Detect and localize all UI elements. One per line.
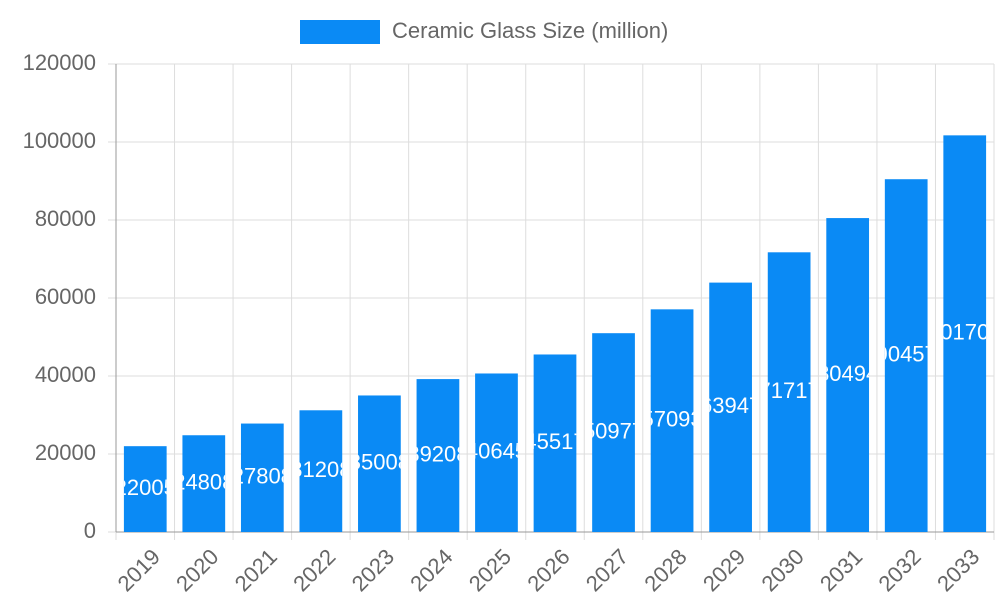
x-tick-label: 2028 bbox=[639, 544, 691, 596]
x-tick-label: 2022 bbox=[288, 544, 340, 596]
value-label: 31208 bbox=[290, 457, 351, 482]
value-label: 63947 bbox=[700, 393, 761, 418]
x-tick-label: 2024 bbox=[405, 544, 457, 596]
bar bbox=[709, 282, 752, 532]
y-tick-label: 80000 bbox=[35, 206, 96, 231]
x-tick-label: 2027 bbox=[581, 544, 633, 596]
legend-swatch bbox=[300, 20, 380, 44]
value-label: 50977 bbox=[583, 418, 644, 443]
x-tick-label: 2030 bbox=[756, 544, 808, 596]
value-label: 45517 bbox=[524, 429, 585, 454]
bar bbox=[533, 354, 577, 532]
bar bbox=[240, 423, 284, 532]
x-tick-label: 2033 bbox=[932, 544, 984, 596]
value-label: 35008 bbox=[349, 450, 410, 475]
y-tick-label: 60000 bbox=[35, 284, 96, 309]
bar bbox=[884, 179, 928, 532]
legend-label: Ceramic Glass Size (million) bbox=[392, 18, 668, 43]
x-tick-label: 2023 bbox=[347, 544, 399, 596]
y-tick-label: 0 bbox=[84, 518, 96, 543]
value-label: 39208 bbox=[407, 441, 468, 466]
value-label: 22005 bbox=[115, 475, 176, 500]
y-tick-label: 40000 bbox=[35, 362, 96, 387]
x-tick-label: 2031 bbox=[815, 544, 867, 596]
bar bbox=[123, 446, 167, 532]
value-label: 101705 bbox=[928, 319, 1000, 344]
x-tick-label: 2025 bbox=[464, 544, 516, 596]
value-label: 57093 bbox=[641, 406, 702, 431]
x-tick-label: 2032 bbox=[874, 544, 926, 596]
bar bbox=[358, 395, 401, 532]
bar bbox=[650, 309, 694, 532]
bar bbox=[182, 435, 226, 532]
bar bbox=[416, 379, 460, 532]
bar bbox=[826, 218, 870, 532]
y-tick-label: 100000 bbox=[23, 128, 96, 153]
y-tick-label: 120000 bbox=[23, 50, 96, 75]
value-label: 90457 bbox=[876, 341, 937, 366]
y-tick-label: 20000 bbox=[35, 440, 96, 465]
value-label: 71717 bbox=[759, 378, 820, 403]
x-tick-label: 2019 bbox=[113, 544, 165, 596]
x-tick-label: 2020 bbox=[171, 544, 223, 596]
x-tick-label: 2021 bbox=[230, 544, 282, 596]
x-tick-label: 2026 bbox=[522, 544, 574, 596]
bar bbox=[299, 410, 343, 532]
bar bbox=[592, 333, 635, 532]
x-tick-label: 2029 bbox=[698, 544, 750, 596]
bar bbox=[767, 252, 811, 532]
value-label: 40645 bbox=[466, 439, 527, 464]
value-label: 24808 bbox=[173, 469, 234, 494]
bar bbox=[475, 373, 518, 532]
value-label: 80494 bbox=[817, 361, 878, 386]
bar bbox=[943, 135, 987, 532]
value-label: 27808 bbox=[232, 464, 293, 489]
